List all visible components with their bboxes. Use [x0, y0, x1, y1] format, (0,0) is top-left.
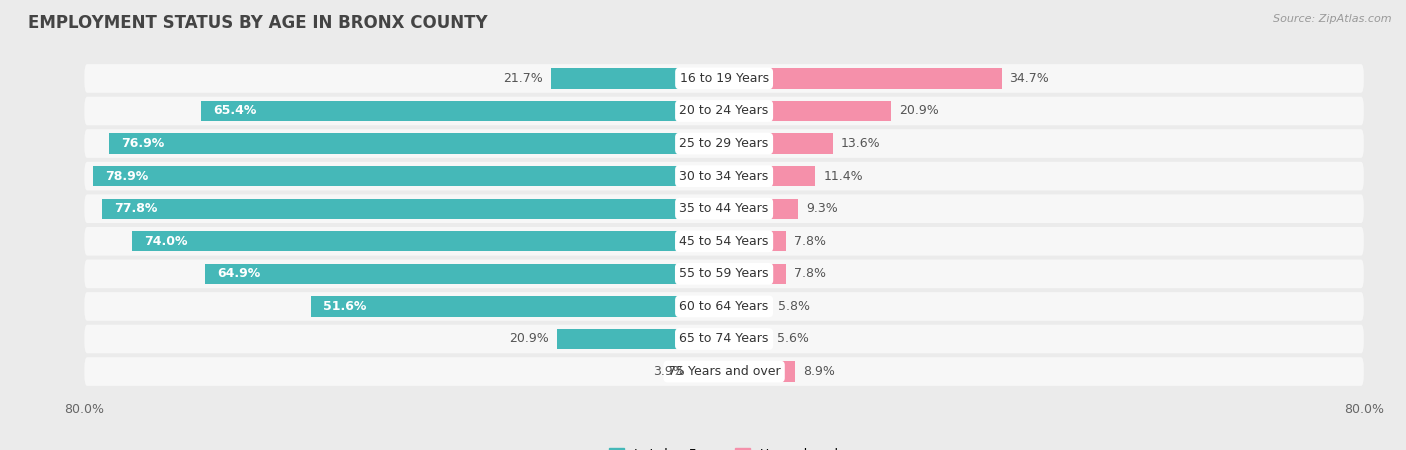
- Text: 60 to 64 Years: 60 to 64 Years: [679, 300, 769, 313]
- Text: 21.7%: 21.7%: [503, 72, 543, 85]
- Text: 20.9%: 20.9%: [900, 104, 939, 117]
- Bar: [93, 166, 724, 186]
- Bar: [110, 134, 724, 153]
- Bar: [201, 101, 724, 121]
- FancyBboxPatch shape: [84, 129, 1364, 158]
- Text: 7.8%: 7.8%: [794, 235, 827, 248]
- Text: 76.9%: 76.9%: [121, 137, 165, 150]
- FancyBboxPatch shape: [84, 194, 1364, 223]
- Text: 78.9%: 78.9%: [105, 170, 149, 183]
- Text: Source: ZipAtlas.com: Source: ZipAtlas.com: [1274, 14, 1392, 23]
- Bar: [724, 68, 1001, 89]
- Bar: [724, 361, 796, 382]
- Text: 51.6%: 51.6%: [323, 300, 367, 313]
- Text: 77.8%: 77.8%: [114, 202, 157, 215]
- Text: 8.9%: 8.9%: [803, 365, 835, 378]
- Text: 25 to 29 Years: 25 to 29 Years: [679, 137, 769, 150]
- Text: 20.9%: 20.9%: [509, 333, 548, 346]
- Bar: [205, 264, 724, 284]
- Bar: [551, 68, 724, 89]
- Bar: [724, 297, 770, 316]
- Text: 64.9%: 64.9%: [217, 267, 260, 280]
- Bar: [724, 264, 786, 284]
- Bar: [724, 198, 799, 219]
- Text: 13.6%: 13.6%: [841, 137, 880, 150]
- Text: 7.8%: 7.8%: [794, 267, 827, 280]
- Bar: [724, 231, 786, 252]
- Bar: [724, 329, 769, 349]
- Text: 3.9%: 3.9%: [654, 365, 685, 378]
- Text: 75 Years and over: 75 Years and over: [668, 365, 780, 378]
- FancyBboxPatch shape: [84, 292, 1364, 321]
- FancyBboxPatch shape: [84, 357, 1364, 386]
- Text: 11.4%: 11.4%: [824, 170, 863, 183]
- Text: EMPLOYMENT STATUS BY AGE IN BRONX COUNTY: EMPLOYMENT STATUS BY AGE IN BRONX COUNTY: [28, 14, 488, 32]
- FancyBboxPatch shape: [84, 324, 1364, 353]
- Text: 45 to 54 Years: 45 to 54 Years: [679, 235, 769, 248]
- Text: 5.6%: 5.6%: [778, 333, 808, 346]
- FancyBboxPatch shape: [84, 64, 1364, 93]
- Text: 55 to 59 Years: 55 to 59 Years: [679, 267, 769, 280]
- Text: 65.4%: 65.4%: [214, 104, 256, 117]
- Bar: [693, 361, 724, 382]
- FancyBboxPatch shape: [84, 162, 1364, 190]
- Bar: [724, 134, 832, 153]
- Text: 20 to 24 Years: 20 to 24 Years: [679, 104, 769, 117]
- Text: 74.0%: 74.0%: [145, 235, 188, 248]
- FancyBboxPatch shape: [84, 227, 1364, 256]
- Legend: In Labor Force, Unemployed: In Labor Force, Unemployed: [605, 445, 844, 450]
- Bar: [132, 231, 724, 252]
- Text: 30 to 34 Years: 30 to 34 Years: [679, 170, 769, 183]
- Bar: [557, 329, 724, 349]
- Text: 5.8%: 5.8%: [779, 300, 810, 313]
- Bar: [103, 198, 724, 219]
- Text: 35 to 44 Years: 35 to 44 Years: [679, 202, 769, 215]
- Bar: [312, 297, 724, 316]
- Bar: [724, 101, 891, 121]
- Text: 65 to 74 Years: 65 to 74 Years: [679, 333, 769, 346]
- FancyBboxPatch shape: [84, 97, 1364, 126]
- FancyBboxPatch shape: [84, 260, 1364, 288]
- Text: 34.7%: 34.7%: [1010, 72, 1049, 85]
- Text: 9.3%: 9.3%: [807, 202, 838, 215]
- Bar: [724, 166, 815, 186]
- Text: 16 to 19 Years: 16 to 19 Years: [679, 72, 769, 85]
